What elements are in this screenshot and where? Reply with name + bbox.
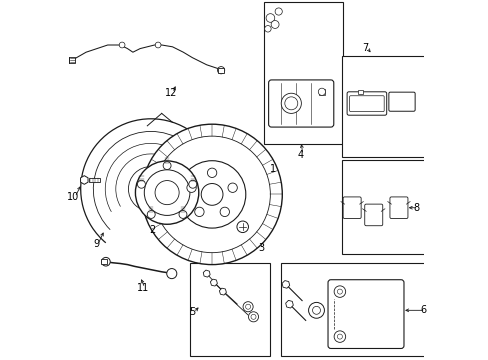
Circle shape: [194, 207, 203, 217]
Bar: [264, 2, 343, 144]
Bar: [69, 57, 75, 63]
Text: 3: 3: [258, 243, 264, 253]
FancyBboxPatch shape: [388, 92, 414, 111]
FancyBboxPatch shape: [389, 197, 407, 219]
Bar: [318, 89, 324, 95]
Text: 6: 6: [420, 305, 426, 315]
Circle shape: [227, 183, 237, 192]
Circle shape: [333, 331, 345, 342]
Circle shape: [142, 124, 282, 265]
Circle shape: [270, 21, 279, 28]
Circle shape: [245, 304, 250, 309]
Text: 4: 4: [297, 150, 304, 160]
Circle shape: [243, 302, 253, 312]
Bar: [190, 263, 269, 356]
Text: 11: 11: [137, 283, 149, 293]
Bar: [357, 90, 363, 94]
Bar: [88, 178, 100, 182]
FancyBboxPatch shape: [343, 197, 361, 219]
Circle shape: [250, 314, 256, 319]
Circle shape: [237, 221, 248, 233]
Circle shape: [318, 88, 325, 95]
Polygon shape: [203, 270, 210, 277]
Circle shape: [337, 289, 342, 294]
Circle shape: [137, 180, 145, 188]
FancyBboxPatch shape: [346, 92, 386, 115]
Polygon shape: [285, 300, 293, 308]
Circle shape: [128, 167, 173, 211]
FancyBboxPatch shape: [364, 204, 382, 226]
Circle shape: [166, 269, 177, 279]
Circle shape: [308, 302, 324, 318]
Circle shape: [201, 184, 223, 205]
Circle shape: [179, 211, 186, 219]
Circle shape: [337, 334, 342, 339]
FancyBboxPatch shape: [327, 280, 403, 348]
FancyBboxPatch shape: [349, 96, 384, 112]
Polygon shape: [210, 279, 217, 286]
Circle shape: [147, 211, 155, 219]
Text: 12: 12: [164, 88, 177, 98]
Circle shape: [275, 8, 282, 15]
Bar: [341, 160, 424, 254]
Circle shape: [178, 161, 245, 228]
Circle shape: [281, 93, 301, 113]
Text: 5: 5: [188, 307, 195, 318]
Circle shape: [220, 207, 229, 217]
Polygon shape: [219, 288, 226, 295]
Bar: [101, 259, 107, 264]
Text: 7: 7: [361, 42, 367, 53]
Circle shape: [333, 286, 345, 297]
Text: 10: 10: [67, 192, 79, 202]
Text: 2: 2: [148, 225, 155, 235]
Circle shape: [188, 180, 196, 188]
Circle shape: [155, 181, 179, 204]
Bar: [341, 56, 424, 157]
Circle shape: [154, 136, 270, 253]
Bar: [218, 68, 224, 73]
Circle shape: [284, 97, 297, 110]
Bar: [333, 299, 397, 329]
Circle shape: [248, 312, 258, 322]
Text: 9: 9: [93, 239, 99, 249]
Circle shape: [207, 168, 216, 177]
Circle shape: [144, 170, 189, 215]
Circle shape: [119, 42, 125, 48]
Polygon shape: [282, 280, 289, 288]
FancyBboxPatch shape: [268, 80, 333, 127]
Circle shape: [312, 306, 320, 314]
Polygon shape: [81, 176, 88, 184]
Circle shape: [135, 161, 199, 224]
Text: 8: 8: [413, 203, 419, 213]
Circle shape: [217, 67, 224, 74]
Text: 1: 1: [269, 164, 275, 174]
Circle shape: [265, 14, 274, 22]
Circle shape: [155, 42, 161, 48]
Circle shape: [102, 257, 110, 266]
Circle shape: [163, 162, 171, 170]
Bar: [280, 263, 424, 356]
Circle shape: [264, 26, 270, 32]
Circle shape: [186, 183, 196, 192]
